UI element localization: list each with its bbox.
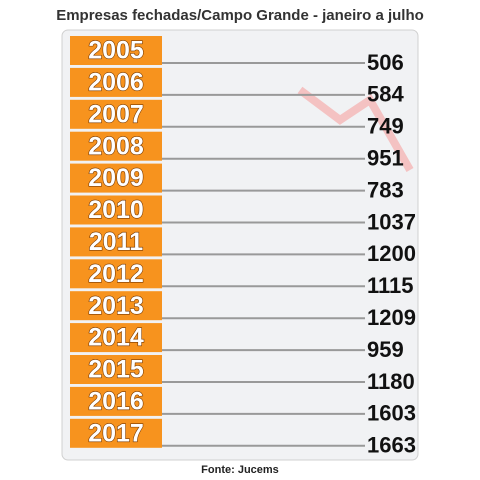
source: Fonte: Jucems	[201, 464, 279, 476]
year-label: 2011	[89, 228, 143, 256]
year-box	[70, 36, 162, 65]
year-box	[70, 67, 162, 97]
year-label: 2017	[88, 419, 144, 447]
value-label: 584	[367, 82, 404, 107]
year-label: 2006	[88, 69, 144, 97]
year-box	[70, 131, 162, 161]
year-box	[70, 291, 162, 321]
value-label: 1663	[367, 433, 416, 458]
year-box	[70, 163, 162, 193]
year-label: 2007	[88, 100, 144, 128]
year-box	[70, 323, 162, 353]
year-label: 2013	[88, 292, 144, 320]
year-label: 2009	[88, 164, 144, 192]
value-label: 1603	[367, 401, 416, 426]
year-label: 2014	[88, 324, 144, 352]
decor-arrow	[297, 86, 414, 172]
rows: 2005 506 2006 584 2007 749 2008 951 2009 783 2010 1…	[70, 36, 416, 458]
year-box	[70, 355, 162, 384]
year-box	[70, 195, 162, 225]
year-label: 2005	[88, 37, 144, 65]
year-label: 2015	[88, 356, 144, 384]
year-box	[70, 227, 162, 257]
value-label: 1209	[367, 305, 416, 330]
year-box	[70, 386, 162, 416]
year-label: 2008	[88, 132, 144, 160]
year-label: 2010	[88, 196, 144, 224]
year-box	[70, 418, 162, 448]
value-label: 1115	[367, 273, 414, 298]
value-label: 951	[367, 146, 404, 171]
year-box	[70, 99, 162, 129]
value-label: 506	[367, 50, 404, 75]
value-label: 783	[367, 177, 404, 202]
year-label: 2012	[88, 260, 144, 288]
value-label: 1037	[367, 209, 416, 234]
value-label: 1180	[367, 369, 415, 394]
value-label: 959	[367, 337, 404, 362]
year-label: 2016	[88, 388, 144, 416]
value-label: 749	[367, 114, 404, 139]
year-box	[70, 259, 162, 289]
title: Empresas fechadas/Campo Grande - janeiro…	[56, 7, 424, 24]
value-label: 1200	[367, 241, 416, 266]
